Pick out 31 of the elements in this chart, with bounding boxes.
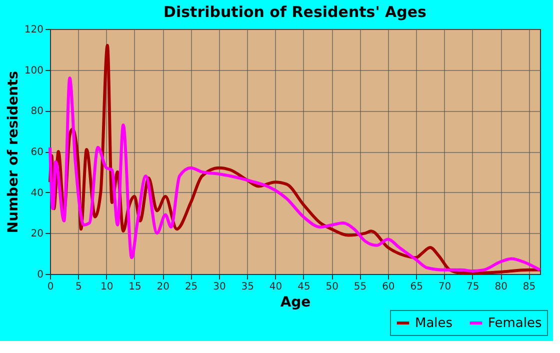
y-tick-label: 80 [30, 106, 44, 118]
y-tick-label: 120 [24, 24, 44, 36]
x-tick-label: 35 [241, 282, 254, 292]
x-tick-label: 75 [466, 282, 480, 292]
x-tick-label: 50 [326, 282, 338, 292]
x-axis-title: Age [280, 294, 311, 310]
legend-label: Females [488, 316, 542, 331]
x-tick-label: 60 [382, 282, 395, 292]
chart-title: Distribution of Residents' Ages [164, 3, 427, 21]
x-tick-label: 65 [410, 282, 423, 292]
x-tick-label: 25 [184, 282, 198, 292]
x-tick-label: 30 [213, 282, 226, 292]
x-tick-label: 20 [156, 282, 170, 292]
x-tick-label: 10 [100, 282, 114, 292]
x-tick-label: 55 [354, 282, 367, 292]
x-tick-label: 40 [269, 282, 282, 292]
x-tick-label: 15 [128, 282, 142, 292]
y-tick-label: 60 [30, 147, 44, 158]
x-tick-label: 70 [438, 282, 452, 292]
line-series [48, 76, 542, 272]
x-tick-label: 45 [298, 282, 310, 292]
y-axis-title: Number of residents [5, 70, 22, 234]
x-tick-label: 5 [75, 282, 82, 292]
y-tick-label: 0 [37, 270, 44, 280]
legend-label: Males [415, 316, 453, 331]
y-tick-label: 20 [30, 228, 44, 240]
x-tick-label: 85 [522, 282, 536, 292]
x-tick-label: 0 [47, 282, 54, 292]
y-tick-label: 40 [30, 188, 44, 199]
x-tick-label: 80 [494, 282, 508, 292]
y-tick-label: 100 [24, 65, 44, 76]
